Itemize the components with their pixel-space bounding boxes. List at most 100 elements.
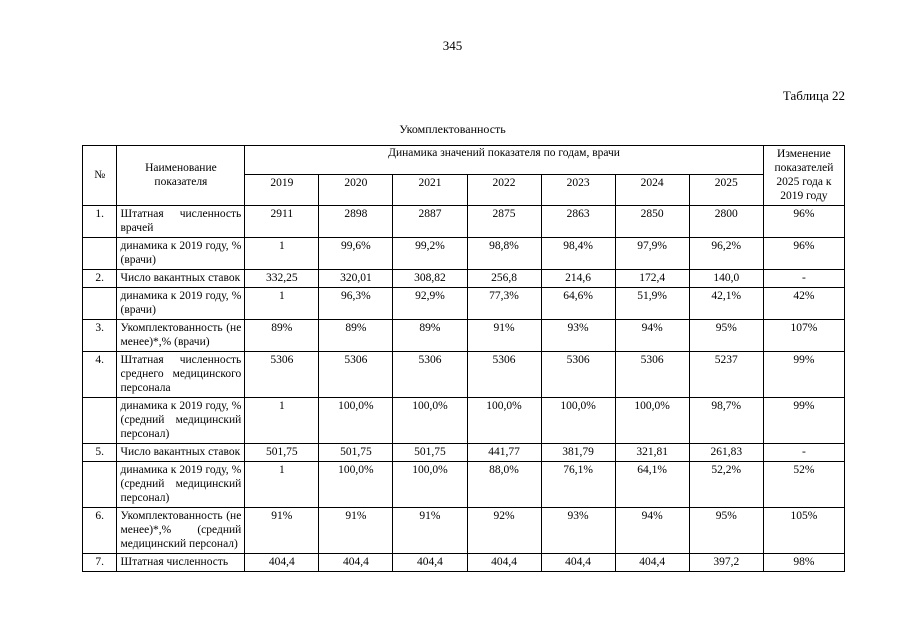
row-name: Штатная численность (116, 553, 246, 573)
row-change: 105% (762, 507, 846, 555)
row-value: 99,2% (392, 237, 468, 271)
row-change: - (762, 269, 846, 289)
row-value: 404,4 (244, 553, 320, 573)
year-header: 2020 (318, 174, 394, 207)
row-value: 404,4 (318, 553, 394, 573)
row-value: 5306 (392, 351, 468, 399)
row-value: 404,4 (392, 553, 468, 573)
year-header: 2019 (244, 174, 320, 207)
table-body: 1. Штатная численность врачей 2911 2898 2887… (81, 205, 846, 573)
row-value: 91% (318, 507, 394, 555)
row-number (81, 237, 118, 271)
row-value: 404,4 (614, 553, 690, 573)
row-change: 96% (762, 205, 846, 239)
row-value: 88,0% (466, 461, 542, 509)
row-value: 2800 (688, 205, 764, 239)
row-value: 308,82 (392, 269, 468, 289)
row-value: 100,0% (392, 397, 468, 445)
row-change: - (762, 443, 846, 463)
row-value: 501,75 (392, 443, 468, 463)
row-value: 51,9% (614, 287, 690, 321)
row-value: 2875 (466, 205, 542, 239)
row-value: 2898 (318, 205, 394, 239)
table-row: 6. Укомплектованность (не менее)*,% (сред… (81, 507, 846, 555)
row-value: 441,77 (466, 443, 542, 463)
row-change: 98% (762, 553, 846, 573)
row-value: 95% (688, 507, 764, 555)
row-value: 89% (318, 319, 394, 353)
row-value: 2850 (614, 205, 690, 239)
row-number: 4. (81, 351, 118, 399)
row-value: 140,0 (688, 269, 764, 289)
row-value: 98,7% (688, 397, 764, 445)
row-name: Укомплектованность (не менее)*,% (врачи) (116, 319, 246, 353)
row-number: 7. (81, 553, 118, 573)
header-name: Наименование показателя (116, 144, 246, 207)
row-value: 172,4 (614, 269, 690, 289)
row-value: 397,2 (688, 553, 764, 573)
header-group: Динамика значений показателя по годам, в… (244, 144, 764, 176)
row-value: 5306 (466, 351, 542, 399)
row-number (81, 397, 118, 445)
row-value: 100,0% (392, 461, 468, 509)
header-row-group: № Наименование показателя Динамика значе… (81, 144, 846, 207)
row-value: 98,8% (466, 237, 542, 271)
row-value: 5306 (614, 351, 690, 399)
row-value: 100,0% (318, 461, 394, 509)
row-number (81, 461, 118, 509)
row-value: 93% (540, 319, 616, 353)
row-value: 1 (244, 461, 320, 509)
row-value: 1 (244, 397, 320, 445)
row-number: 6. (81, 507, 118, 555)
row-value: 99,6% (318, 237, 394, 271)
row-number: 1. (81, 205, 118, 239)
table-row: динамика к 2019 году, % (средний медицин… (81, 461, 846, 509)
row-value: 91% (466, 319, 542, 353)
row-value: 214,6 (540, 269, 616, 289)
row-value: 91% (392, 507, 468, 555)
row-value: 404,4 (466, 553, 542, 573)
row-value: 76,1% (540, 461, 616, 509)
row-name: Число вакантных ставок (116, 269, 246, 289)
row-value: 95% (688, 319, 764, 353)
table-row: 4. Штатная численность среднего медицинск… (81, 351, 846, 399)
row-value: 98,4% (540, 237, 616, 271)
table-caption-label: Таблица 22 (782, 88, 845, 103)
row-value: 100,0% (614, 397, 690, 445)
row-name: Штатная численность среднего медицинског… (116, 351, 246, 399)
row-value: 2911 (244, 205, 320, 239)
row-value: 64,6% (540, 287, 616, 321)
row-value: 52,2% (688, 461, 764, 509)
row-value: 5306 (244, 351, 320, 399)
row-value: 1 (244, 287, 320, 321)
row-change: 99% (762, 397, 846, 445)
row-value: 501,75 (318, 443, 394, 463)
row-value: 261,83 (688, 443, 764, 463)
table-row: 2. Число вакантных ставок 332,25 320,01 308,… (81, 269, 846, 289)
year-header: 2025 (688, 174, 764, 207)
header-change: Изменение показателей 2025 года к 2019 г… (762, 144, 846, 207)
table-row: динамика к 2019 году, % (врачи) 1 96,3% 92,… (81, 287, 846, 321)
year-header: 2022 (466, 174, 542, 207)
row-change: 107% (762, 319, 846, 353)
row-change: 99% (762, 351, 846, 399)
row-value: 404,4 (540, 553, 616, 573)
row-value: 2887 (392, 205, 468, 239)
row-value: 92% (466, 507, 542, 555)
table-row: динамика к 2019 году, % (средний медицин… (81, 397, 846, 445)
row-value: 501,75 (244, 443, 320, 463)
table-row: динамика к 2019 году, % (врачи) 1 99,6% 99,… (81, 237, 846, 271)
table-header: № Наименование показателя Динамика значе… (81, 144, 846, 207)
row-value: 92,9% (392, 287, 468, 321)
row-value: 256,8 (466, 269, 542, 289)
row-value: 5306 (318, 351, 394, 399)
row-value: 100,0% (318, 397, 394, 445)
row-number: 3. (81, 319, 118, 353)
row-name: динамика к 2019 году, % (средний медицин… (116, 461, 246, 509)
row-value: 89% (244, 319, 320, 353)
table-row: 3. Укомплектованность (не менее)*,% (врач… (81, 319, 846, 353)
table-row: 1. Штатная численность врачей 2911 2898 2887… (81, 205, 846, 239)
row-value: 97,9% (614, 237, 690, 271)
row-value: 5237 (688, 351, 764, 399)
row-value: 96,3% (318, 287, 394, 321)
